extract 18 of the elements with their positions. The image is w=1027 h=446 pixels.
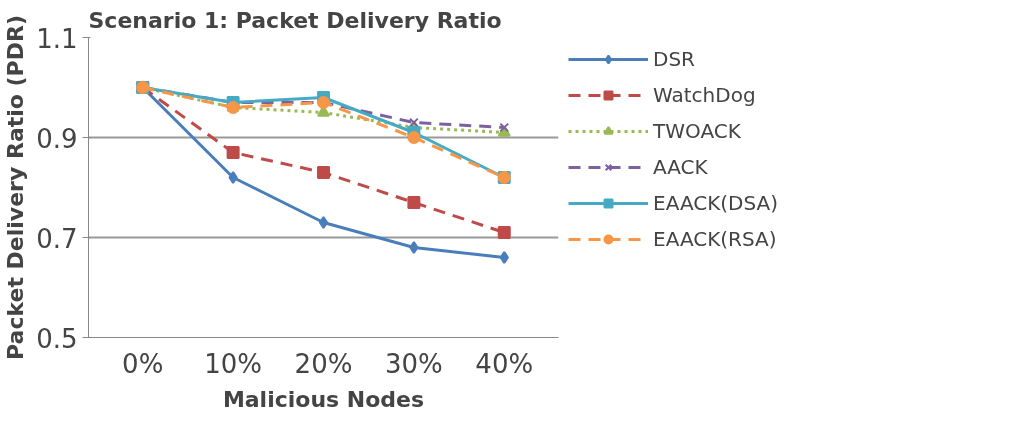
y-tick-label: 0.9 [36, 123, 78, 154]
chart-title: Scenario 1: Packet Delivery Ratio [88, 7, 502, 33]
x-tick-label: 0% [122, 348, 164, 379]
legend-label: EAACK(DSA) [653, 191, 779, 215]
x-tick-label: 40% [475, 348, 534, 379]
legend-label: EAACK(RSA) [653, 227, 777, 251]
legend-label: DSR [653, 47, 695, 71]
legend-label: AACK [653, 155, 708, 179]
x-tick-label: 20% [294, 348, 353, 379]
legend-label: TWOACK [653, 119, 741, 143]
x-axis-title: Malicious Nodes [222, 386, 425, 412]
x-tick-label: 10% [204, 348, 263, 379]
x-tick-label: 30% [384, 348, 443, 379]
legend-label: WatchDog [653, 83, 756, 107]
y-tick-label: 1.1 [36, 23, 78, 54]
y-tick-label: 0.7 [36, 223, 78, 254]
y-tick-label: 0.5 [36, 323, 78, 354]
y-axis-title: Packet Delivery Ratio (PDR) [3, 14, 29, 360]
